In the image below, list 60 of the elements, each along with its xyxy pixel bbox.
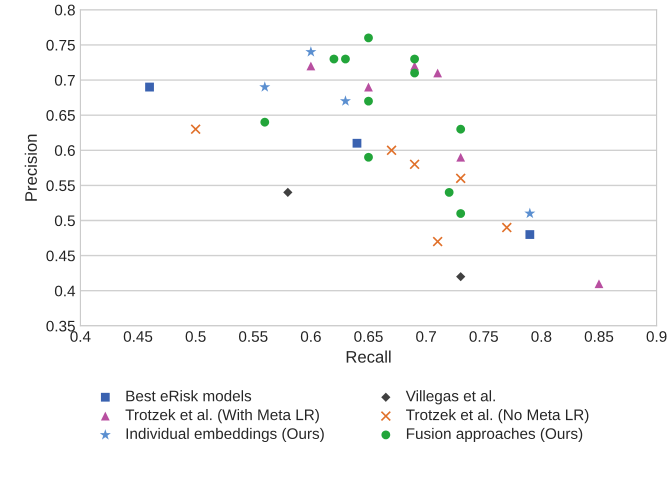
- x-tick-label: 0.85: [584, 331, 614, 342]
- y-tick-label: 0.45: [46, 250, 75, 262]
- y-tick-label: 0.5: [54, 215, 75, 226]
- x-axis-title: Recall: [346, 350, 391, 363]
- x-tick-label: 0.9: [646, 331, 666, 342]
- y-tick-label: 0.55: [46, 180, 75, 192]
- y-tick-label: 0.6: [54, 145, 75, 156]
- legend-label: Villegas et al.: [406, 390, 495, 404]
- point: [432, 236, 443, 247]
- point: [386, 145, 397, 156]
- point: [456, 209, 466, 218]
- point: [340, 95, 351, 106]
- point: [433, 68, 442, 78]
- x-tick-label: 0.6: [300, 331, 321, 342]
- y-tick-label: 0.4: [54, 286, 76, 296]
- x-tick-label: 0.55: [238, 331, 268, 342]
- y-axis-title: Precision: [24, 134, 37, 201]
- point: [444, 188, 454, 197]
- point: [455, 173, 466, 184]
- point: [502, 222, 512, 233]
- x-tick-label: 0.7: [416, 331, 436, 342]
- point: [409, 159, 420, 170]
- x-tick-label: 0.45: [124, 331, 152, 342]
- point: [259, 81, 270, 92]
- x-tick-label: 0.75: [469, 331, 498, 342]
- point: [145, 82, 154, 92]
- point: [283, 188, 292, 198]
- point: [305, 46, 316, 57]
- point: [364, 152, 373, 162]
- point: [524, 208, 536, 218]
- point: [330, 54, 338, 64]
- legend-label: Trotzek et al. (With Meta LR): [126, 408, 319, 424]
- legend-label: Trotzek et al. (No Meta LR): [406, 408, 588, 424]
- legend-label: Individual embeddings (Ours): [126, 428, 324, 442]
- y-tick-label: 0.75: [46, 40, 75, 51]
- point: [456, 272, 466, 282]
- point: [190, 124, 201, 134]
- x-tick-label: 0.8: [531, 331, 552, 342]
- x-tick-label: 0.5: [186, 331, 206, 342]
- y-tick-label: 0.65: [46, 110, 75, 121]
- point: [364, 34, 373, 42]
- x-tick-label: 0.4: [70, 331, 91, 342]
- point: [525, 230, 534, 239]
- point: [260, 118, 270, 127]
- point: [364, 82, 373, 92]
- point: [410, 68, 419, 78]
- legend-label: Fusion approaches (Ours): [406, 428, 582, 442]
- point: [306, 62, 316, 70]
- point: [456, 152, 466, 162]
- y-tick-label: 0.35: [46, 320, 75, 332]
- point: [364, 96, 373, 106]
- point: [456, 124, 466, 134]
- legend-label: Best eRisk models: [126, 390, 252, 402]
- point: [410, 54, 419, 64]
- y-tick-label: 0.8: [54, 4, 75, 16]
- point: [352, 138, 362, 148]
- point: [594, 279, 604, 288]
- point: [341, 54, 350, 64]
- x-tick-label: 0.65: [354, 331, 383, 342]
- y-tick-label: 0.7: [54, 74, 75, 86]
